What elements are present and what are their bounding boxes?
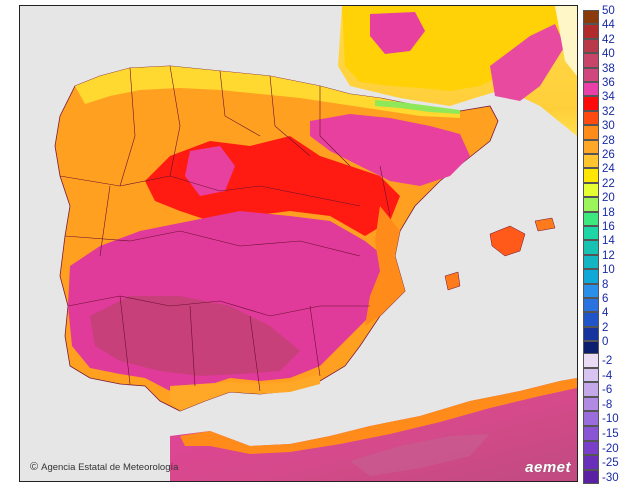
legend-swatch [583,469,599,485]
legend-swatch [583,125,599,140]
legend-label: 20 [602,192,615,205]
guadalquivir-core [90,296,300,376]
legend-swatch [583,24,599,39]
legend-label: -10 [602,413,619,426]
legend-label: 40 [602,48,615,61]
legend-swatch [583,240,599,255]
aemet-logo: aemet [525,459,571,476]
legend-label: 28 [602,134,615,147]
france-pink-patch [370,12,425,54]
south-coast [170,374,320,411]
legend-swatch [583,254,599,270]
legend-label: 6 [602,293,609,305]
legend-label: 36 [602,77,615,89]
legend-swatch [583,182,599,198]
legend-label: -20 [602,442,619,455]
africa-coast-orange [180,378,577,454]
temperature-map: © Agencia Estatal de Meteorología aemet [19,5,578,482]
credit-text: Agencia Estatal de Meteorología [41,461,179,473]
legend-swatch [583,283,599,298]
legend-label: 50 [602,5,615,17]
color-legend: 50 44 42 40 38 36 34 32 30 28 26 24 22 20 18 16 14 12 10 8 6… [583,5,628,488]
france-light-strip [555,6,577,76]
legend-swatch [583,455,599,470]
legend-swatch [583,298,599,313]
legend-label: 32 [602,105,615,118]
copyright-icon: © [30,461,39,473]
map-canvas [20,6,577,481]
legend-label: 0 [602,336,609,349]
legend-label: -6 [602,384,613,397]
legend-swatch [583,396,599,412]
mallorca [489,225,526,257]
legend-label: 16 [602,221,615,233]
legend-label: 38 [602,62,615,75]
legend-label: 26 [602,149,615,161]
legend-label: -25 [602,457,619,470]
legend-swatch [583,67,599,82]
menorca [534,217,556,232]
legend-swatch [583,426,599,441]
legend-swatch [583,382,599,397]
credit: © Agencia Estatal de Meteorología [30,461,178,473]
legend-label: 12 [602,249,615,262]
legend-swatch [583,168,599,183]
legend-swatch [583,211,599,226]
legend-label: -2 [602,355,613,367]
france-med-coast [490,24,565,101]
legend-swatch [583,53,599,68]
legend-swatch [583,353,599,368]
pyrenees-cool-band [375,100,460,114]
legend-swatch [583,367,599,383]
province-borders [59,65,391,392]
legend-label: -8 [602,398,613,411]
ibiza [444,271,461,291]
legend-label: 4 [602,307,609,320]
legend-swatch [583,96,599,111]
duero-basin-hot [185,146,235,196]
legend-label: 2 [602,321,609,334]
legend-swatch [583,411,599,426]
legend-label: -15 [602,428,619,440]
legend-swatch [583,269,599,284]
legend-label: 42 [602,33,615,46]
legend-swatch [583,139,599,154]
legend-label: 10 [602,264,615,277]
legend-swatch [583,440,599,456]
north-coast-band [75,66,460,118]
legend-label: 8 [602,278,609,291]
legend-swatch [583,38,599,54]
legend-swatch [583,326,599,342]
legend-label: 24 [602,163,615,176]
legend-label: 30 [602,120,615,133]
legend-label: -4 [602,369,613,382]
legend-label: -30 [602,471,619,484]
legend-label: 14 [602,235,615,248]
legend-label: 44 [602,19,615,32]
legend-swatch [583,10,599,25]
legend-swatch [583,154,599,169]
legend-swatch [583,226,599,241]
legend-label: 34 [602,91,615,104]
legend-swatch [583,312,599,327]
ebro-valley-hot [310,114,470,186]
legend-label: 18 [602,206,615,219]
legend-swatch [583,82,599,97]
rif-mountains [350,434,490,476]
legend-swatch [583,110,599,126]
legend-swatch [583,197,599,212]
levante-coast [365,206,405,326]
legend-label: 22 [602,177,615,190]
